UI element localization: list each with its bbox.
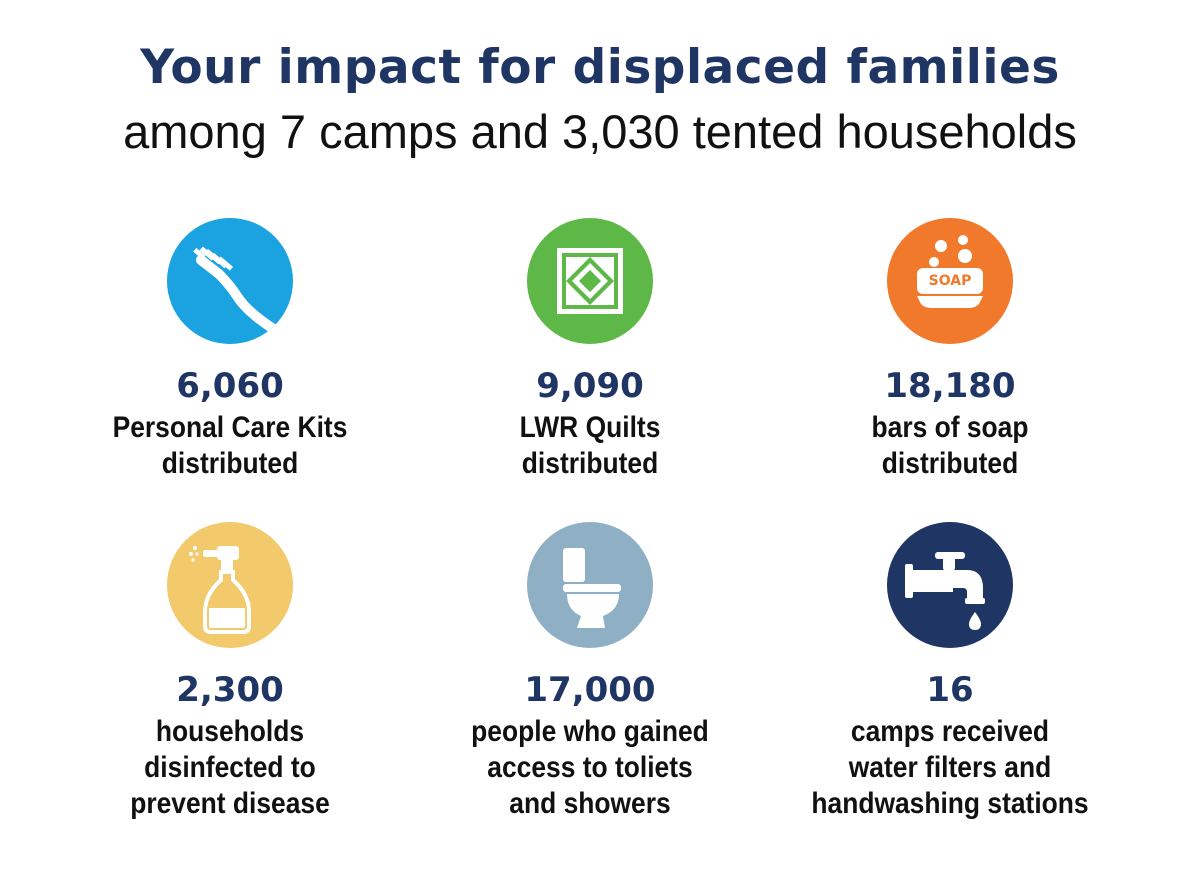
water-tap-icon <box>887 522 1013 648</box>
stat-description: households disinfected to prevent diseas… <box>72 714 389 822</box>
stat-description-line: disinfected to <box>144 751 316 784</box>
stat-number: 6,060 <box>176 366 284 406</box>
toothbrush-icon <box>167 218 293 344</box>
soap-icon-label: SOAP <box>928 273 972 289</box>
stat-description-line: and showers <box>509 787 671 820</box>
stat-description: people who gained access to toliets and … <box>432 714 749 822</box>
stat-description: Personal Care Kits distributed <box>72 410 389 482</box>
page-title: Your impact for displaced families <box>140 40 1060 95</box>
spray-bottle-icon <box>167 522 293 648</box>
stat-camps-received-filters: 16 camps received water filters and hand… <box>770 522 1130 822</box>
quilt-icon <box>527 218 653 344</box>
toilet-icon <box>527 522 653 648</box>
stat-description-line: Personal Care Kits <box>112 411 348 444</box>
page-subtitle: among 7 camps and 3,030 tented household… <box>123 105 1077 158</box>
stat-description-line: people who gained <box>471 715 709 748</box>
stat-description-line: bars of soap <box>871 411 1029 444</box>
stat-description-line: distributed <box>161 447 299 480</box>
stat-bars-of-soap: SOAP 18,180 bars of soap distributed <box>770 218 1130 482</box>
stat-description-line: households <box>155 715 305 748</box>
stat-description: bars of soap distributed <box>792 410 1109 482</box>
stat-description-line: distributed <box>881 447 1019 480</box>
stat-description-line: distributed <box>521 447 659 480</box>
stat-households-disinfected: 2,300 households disinfected to prevent … <box>50 522 410 822</box>
stat-personal-care-kits: 6,060 Personal Care Kits distributed <box>50 218 410 482</box>
stat-description-line: access to toliets <box>487 751 693 784</box>
stat-description-line: handwashing stations <box>811 787 1089 820</box>
stat-description: LWR Quilts distributed <box>432 410 749 482</box>
stat-lwr-quilts: 9,090 LWR Quilts distributed <box>410 218 770 482</box>
stat-description-line: prevent disease <box>130 787 330 820</box>
stat-number: 9,090 <box>536 366 644 406</box>
stat-people-gained-access: 17,000 people who gained access to tolie… <box>410 522 770 822</box>
stat-description-line: water filters and <box>848 751 1052 784</box>
soap-icon: SOAP <box>887 218 1013 344</box>
stat-number: 2,300 <box>176 670 284 710</box>
stat-number: 17,000 <box>524 670 656 710</box>
stat-description: camps received water filters and handwas… <box>792 714 1109 822</box>
stat-number: 18,180 <box>884 366 1016 406</box>
stat-description-line: LWR Quilts <box>519 411 661 444</box>
stat-number: 16 <box>926 670 974 710</box>
stat-description-line: camps received <box>850 715 1050 748</box>
